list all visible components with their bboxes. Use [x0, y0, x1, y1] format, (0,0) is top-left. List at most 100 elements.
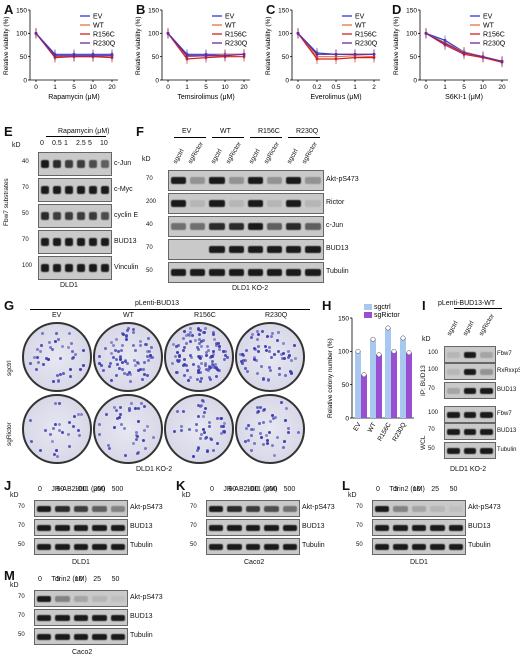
blot-band: [171, 222, 187, 231]
i-lane-label: sgctrl: [445, 320, 460, 337]
e-kd-marker: 100: [22, 263, 33, 269]
colony-dot: [269, 419, 273, 423]
y-tick-label: 150: [16, 7, 27, 14]
l-title: Torin2 (nM): [389, 486, 425, 493]
colony-dot: [62, 372, 65, 376]
colony-dot: [138, 340, 142, 344]
colony-dot: [74, 353, 78, 357]
colony-dot: [126, 327, 130, 331]
panel-f-blot: EV sgctrl sgRictor WT sgctrl sgRictor R156C sgc…: [132, 124, 372, 294]
colony-dot: [280, 400, 284, 404]
k-kd-marker: 70: [190, 504, 197, 510]
colony-dot: [246, 439, 250, 443]
m-dose-label: 5: [56, 576, 61, 583]
colony-dot: [267, 430, 271, 434]
colony-dot: [203, 326, 207, 330]
colony-dot: [115, 409, 119, 413]
colony-dot: [199, 329, 203, 333]
colony-dot: [123, 427, 127, 431]
f-row-label: Tubulin: [326, 268, 349, 275]
colony-dot: [138, 344, 142, 347]
x-tick-label: 5: [204, 84, 208, 91]
colony-bar-chart: 0 50 100 150 Relative colony number (%) EV WT R…: [327, 304, 414, 443]
blot-band: [305, 268, 321, 277]
colony-dot: [210, 360, 214, 364]
colony-dot: [79, 368, 83, 372]
f-kd-marker: 70: [146, 176, 153, 182]
panel-label-i: I: [422, 298, 426, 313]
bar-sgctrl: [355, 351, 361, 418]
y-tick-label: 100: [278, 31, 289, 38]
colony-dot: [127, 407, 131, 411]
colony-dot: [274, 416, 278, 420]
blot-band: [247, 245, 263, 254]
i-row-label: BUD13: [497, 428, 517, 434]
blot-band: [92, 595, 107, 602]
blot-band: [53, 211, 61, 221]
colony-dot: [254, 358, 258, 362]
colony-dot: [182, 358, 186, 362]
colony-dot: [151, 356, 155, 360]
colony-dot: [67, 331, 71, 335]
blot-band: [448, 543, 463, 550]
f-blot-strip: [168, 262, 324, 283]
j-dose-label: 500: [111, 486, 124, 493]
e-row-label: Vinculin: [114, 264, 139, 271]
x-tick-label: 5: [72, 84, 76, 91]
y-tick-label: 150: [406, 7, 417, 14]
blot-band: [463, 351, 477, 358]
y-tick-label: 100: [16, 31, 27, 38]
colony-dot: [53, 402, 57, 406]
colony-dot: [261, 409, 265, 413]
i-kd-marker: 100: [428, 350, 439, 356]
f-group-rule: [174, 137, 206, 138]
blot-band: [209, 199, 225, 208]
m-dose-label: 0: [38, 576, 42, 583]
m-dose-label: 25: [93, 576, 101, 583]
blot-band: [305, 176, 321, 185]
colony-dot: [290, 371, 294, 375]
colony-dot: [255, 405, 259, 409]
colony-dot: [205, 448, 209, 452]
e-dose-label: 10: [100, 140, 108, 147]
blot-band: [286, 199, 302, 208]
f-lane-label: sgRictor: [224, 140, 243, 165]
blot-band: [375, 505, 390, 512]
colony-dot: [112, 355, 116, 359]
colony-dot: [119, 406, 123, 410]
i-kd-label: kD: [422, 336, 431, 343]
x-tick-label: 20: [240, 84, 248, 91]
i-cell-label: DLD1 KO-2: [450, 466, 487, 473]
k-dose-label: 100: [246, 486, 259, 493]
colony-dot: [40, 343, 44, 347]
colony-dot: [79, 413, 83, 417]
l-dose-label: 5: [394, 486, 399, 493]
colony-dot: [146, 349, 150, 353]
data-point: [334, 52, 338, 56]
colony-dot: [270, 332, 274, 336]
colony-dot: [214, 342, 218, 346]
colony-dot: [272, 454, 276, 458]
f-kd-marker: 70: [146, 245, 153, 251]
colony-dot: [131, 442, 135, 446]
colony-dot: [212, 331, 216, 335]
colony-dot: [123, 371, 127, 375]
j-blot-strip: [34, 538, 128, 555]
colony-dot: [281, 341, 285, 345]
colony-dot: [56, 455, 60, 459]
k-kd-marker: 70: [190, 523, 197, 529]
colony-dot: [58, 402, 62, 405]
colony-dot: [176, 343, 180, 347]
colony-dot: [249, 448, 253, 452]
colony-dot: [115, 337, 119, 341]
i-row-label: Fbw7: [497, 411, 512, 417]
x-axis-label: Everolimus (μM): [310, 94, 361, 101]
bar-sgctrl: [370, 339, 376, 418]
blot-band: [110, 595, 125, 602]
bar-y-axis-label: Relative colony number (%): [327, 338, 334, 418]
colony-dot: [203, 363, 207, 367]
e-row-label: c-Myc: [114, 186, 133, 193]
colony-dot: [28, 362, 32, 366]
blot-band: [92, 524, 107, 531]
l-dose-label: 10: [412, 486, 421, 493]
